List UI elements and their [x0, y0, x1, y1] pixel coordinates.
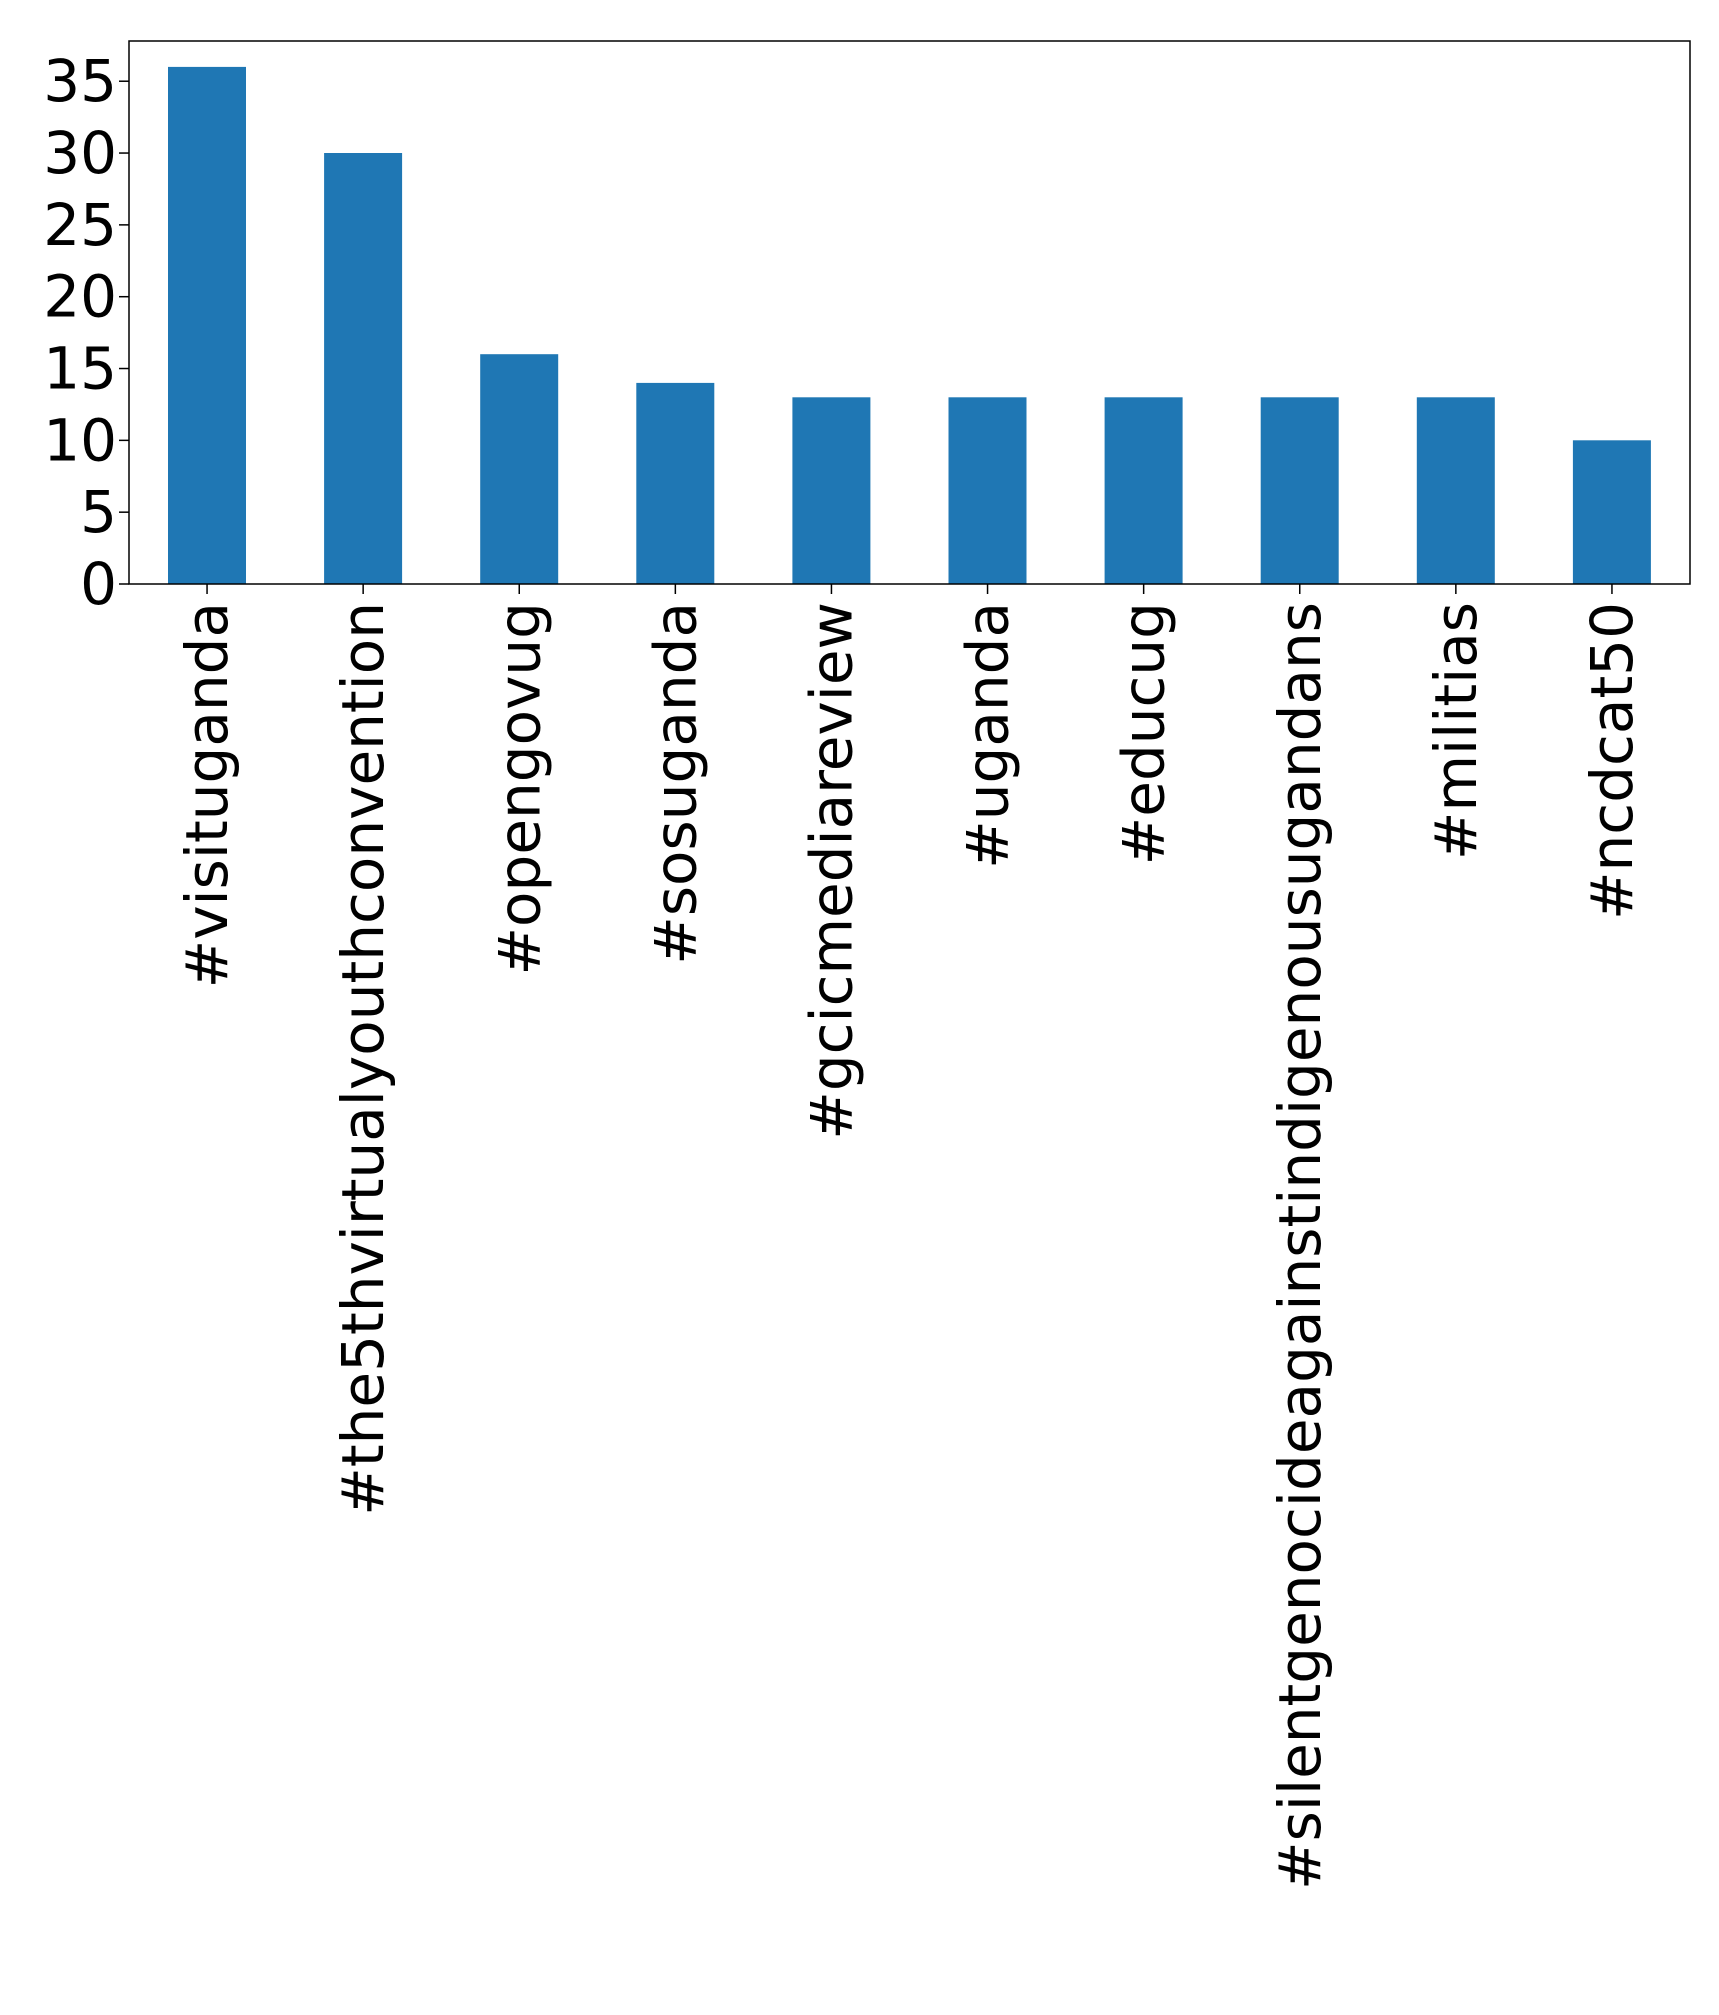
bar [1104, 397, 1183, 584]
x-tick-label: #sosuganda [641, 602, 709, 965]
bar [948, 397, 1027, 584]
bar [168, 66, 246, 584]
y-tick-label: 20 [43, 263, 117, 331]
bar [1572, 440, 1651, 584]
x-axis: #visituganda #the5thvirtualyouthconventio… [173, 584, 1646, 1890]
bar [324, 153, 403, 584]
bar [1416, 397, 1495, 584]
y-tick-label: 0 [80, 550, 117, 618]
bar [480, 354, 559, 584]
x-tick-label: #visituganda [173, 602, 241, 988]
y-tick-label: 15 [43, 335, 117, 403]
y-tick-label: 35 [43, 47, 117, 115]
bar [1260, 397, 1339, 584]
plot-frame [128, 40, 1691, 585]
bar [792, 397, 871, 584]
x-tick-label: #educug [1110, 602, 1178, 865]
x-tick-label: #silentgenocideagainstindigenousugandans [1266, 602, 1334, 1890]
bar [636, 382, 715, 584]
x-tick-label: #gcicmediareview [797, 602, 865, 1140]
bars-group [168, 66, 1651, 584]
x-tick-label: #militias [1422, 602, 1490, 860]
x-tick-label: #opengovug [485, 602, 553, 976]
y-tick-label: 25 [43, 191, 117, 259]
x-tick-label: #uganda [954, 602, 1022, 869]
y-tick-label: 30 [43, 119, 117, 187]
y-tick-label: 10 [43, 406, 117, 474]
x-tick-label: #the5thvirtualyouthconvention [329, 602, 397, 1516]
x-tick-label: #ncdcat50 [1578, 602, 1646, 920]
y-tick-label: 5 [80, 478, 117, 546]
